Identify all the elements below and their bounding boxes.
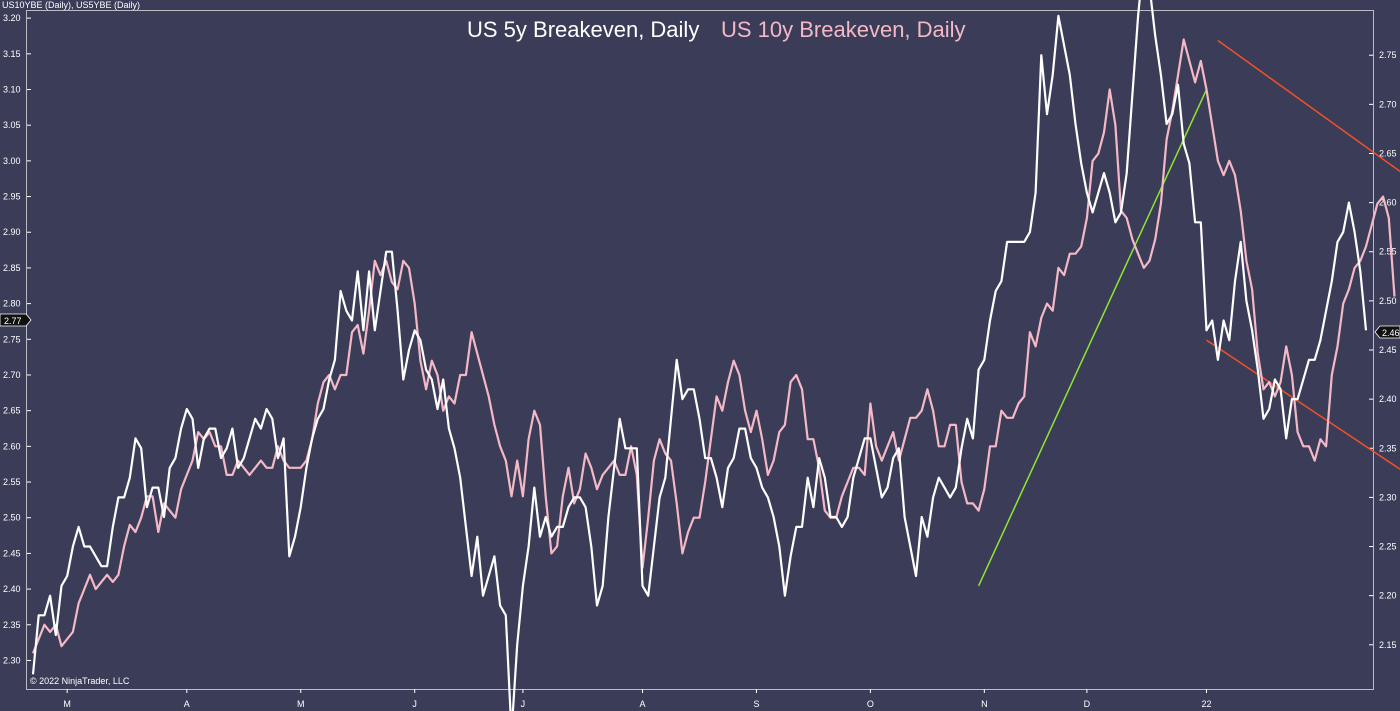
x-tick-label: 22: [1201, 699, 1211, 709]
left-tick-label: 3.15: [3, 49, 21, 59]
left-last-value-marker: 2.77: [0, 313, 32, 327]
instrument-header: US10YBE (Daily), US5YBE (Daily): [2, 0, 140, 10]
series-5y-line: [31, 0, 1368, 711]
left-tick-label: 2.90: [3, 227, 21, 237]
left-tick-label: 2.50: [3, 513, 21, 523]
right-tick-label: 2.75: [1379, 50, 1397, 60]
series-layer: [31, 0, 1396, 711]
right-tick-label: 2.50: [1379, 296, 1397, 306]
right-tick-label: 2.70: [1379, 99, 1397, 109]
right-tick-label: 2.40: [1379, 394, 1397, 404]
left-tick-label: 2.80: [3, 299, 21, 309]
red-channel-lower-line: [1206, 339, 1400, 471]
x-tick-label: J: [412, 699, 417, 709]
left-tick-label: 3.00: [3, 156, 21, 166]
right-tick-label: 2.65: [1379, 148, 1397, 158]
left-tick-label: 2.65: [3, 406, 21, 416]
x-tick-label: J: [521, 699, 526, 709]
right-axis: 2.15 2.20 2.25 2.30 2.35 2.40 2.45 2.50 2.55 2.60…: [1369, 50, 1397, 650]
left-tick-label: 2.75: [3, 334, 21, 344]
left-tick-label: 3.20: [3, 13, 21, 23]
right-tick-label: 2.15: [1379, 640, 1397, 650]
right-tick-label: 2.25: [1379, 542, 1397, 552]
left-tick-label: 2.55: [3, 477, 21, 487]
right-tick-label: 2.35: [1379, 443, 1397, 453]
left-tick-label: 2.40: [3, 584, 21, 594]
copyright-text: © 2022 NinjaTrader, LLC: [30, 676, 130, 686]
x-tick-label: N: [981, 699, 988, 709]
x-tick-label: O: [867, 699, 874, 709]
x-tick-label: A: [640, 699, 646, 709]
left-tick-label: 2.45: [3, 548, 21, 558]
chart-subtitle: US 10y Breakeven, Daily: [721, 17, 966, 42]
right-tick-label: 2.20: [1379, 591, 1397, 601]
right-tick-label: 2.55: [1379, 247, 1397, 257]
left-axis: 2.30 2.35 2.40 2.45 2.50 2.55 2.60 2.65 2.70 2.75…: [3, 13, 31, 665]
right-tick-label: 2.60: [1379, 198, 1397, 208]
x-tick-label: M: [63, 699, 71, 709]
left-tick-label: 2.35: [3, 620, 21, 630]
left-tick-label: 2.60: [3, 441, 21, 451]
chart-title: US 5y Breakeven, Daily: [467, 17, 699, 42]
plot-frame: [26, 10, 1374, 690]
series-10y-line: [31, 38, 1396, 654]
left-tick-label: 2.95: [3, 192, 21, 202]
left-tick-label: 3.05: [3, 120, 21, 130]
right-tick-label: 2.45: [1379, 345, 1397, 355]
x-tick-label: S: [753, 699, 759, 709]
right-last-value-label: 2.46: [1382, 328, 1400, 338]
x-tick-label: M: [297, 699, 305, 709]
right-tick-label: 2.30: [1379, 492, 1397, 502]
x-axis: M A M J J A S O N D 22: [63, 689, 1212, 709]
green-uptrend-line: [977, 89, 1208, 587]
left-tick-label: 3.10: [3, 85, 21, 95]
left-tick-label: 2.85: [3, 263, 21, 273]
x-tick-label: D: [1084, 699, 1091, 709]
left-last-value-label: 2.77: [4, 316, 22, 326]
right-last-value-marker: 2.46: [1374, 325, 1400, 339]
x-tick-label: A: [184, 699, 190, 709]
left-tick-label: 2.30: [3, 655, 21, 665]
left-tick-label: 2.70: [3, 370, 21, 380]
trendlines: [977, 39, 1400, 587]
red-channel-upper-line: [1217, 39, 1400, 173]
